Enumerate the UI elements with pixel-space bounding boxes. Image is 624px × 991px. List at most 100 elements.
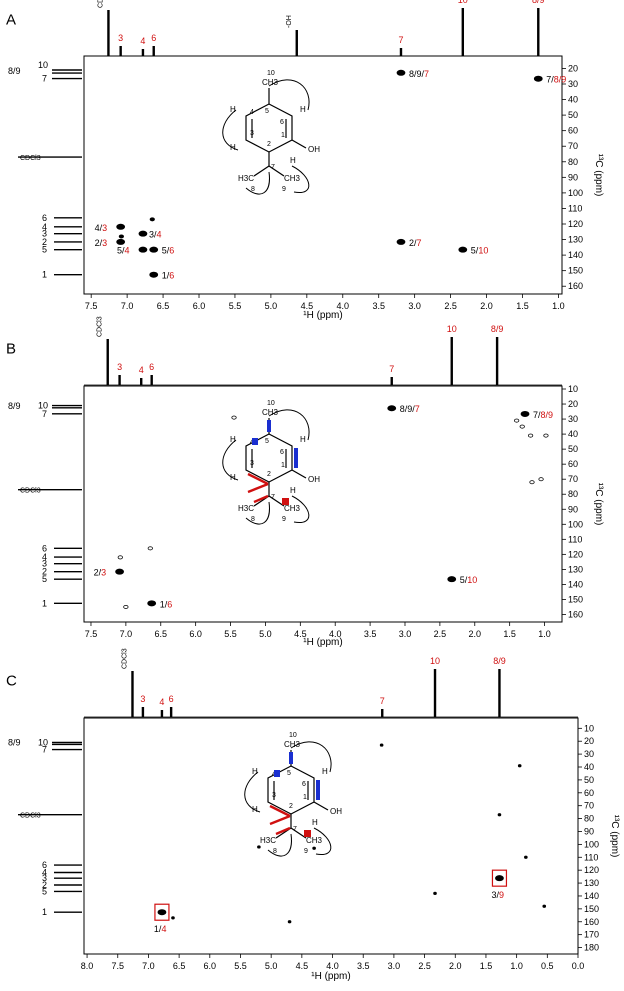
correlation-arrow: [267, 833, 292, 857]
x-tick-label: 4.0: [329, 629, 342, 639]
y-tick-label: 130: [568, 564, 583, 574]
structure-label: 6: [280, 119, 284, 126]
y-tick-label: 130: [568, 235, 583, 245]
projection-peak: [498, 669, 501, 717]
x-tick-label: 3.0: [388, 961, 401, 971]
projection-13c-label: 7: [42, 74, 47, 84]
y-tick-label: 40: [568, 429, 578, 439]
y-tick-label: 10: [568, 384, 578, 394]
correlation-arrow: [290, 741, 332, 773]
projection-13c-label: 8/9: [8, 66, 21, 76]
crosspeak-label: 5/10: [460, 575, 478, 585]
x-tick-label: 6.5: [155, 629, 168, 639]
y-axis-label: ¹³C (ppm): [593, 154, 604, 197]
projection-peak: [399, 48, 403, 56]
y-tick-label: 120: [568, 549, 583, 559]
x-axis-label: ¹H (ppm): [311, 971, 350, 982]
x-tick-label: 1.0: [510, 961, 523, 971]
blue-correlation-marker: [294, 448, 298, 468]
x-tick-label: 7.5: [111, 961, 124, 971]
structure-label: 2: [289, 803, 293, 810]
structure-label: 2: [267, 141, 271, 148]
projection-peak: [106, 339, 109, 385]
projection-13c-label: 8/9: [8, 401, 21, 411]
structure-label: 1: [281, 132, 285, 139]
x-tick-label: 4.0: [326, 961, 339, 971]
structure-label: 10: [267, 70, 275, 77]
crosspeak-label: 1/6: [160, 599, 173, 609]
y-tick-label: 30: [568, 79, 578, 89]
projection-peak-label: 6: [169, 694, 174, 704]
x-tick-label: 5.0: [259, 629, 272, 639]
y-tick-label: 50: [568, 444, 578, 454]
hydroxyl-bond: [291, 469, 307, 479]
structure-label: 3: [250, 130, 254, 137]
isopropyl-bond: [268, 165, 285, 177]
minor-peak: [118, 234, 124, 239]
projection-peak-label: 4: [140, 36, 145, 46]
x-tick-label: 5.5: [229, 301, 242, 311]
projection-13c-label: 3: [42, 229, 47, 239]
structure-label: 8: [273, 848, 277, 855]
minor-peak: [312, 846, 316, 850]
x-tick-label: 2.0: [480, 301, 493, 311]
structure-label: 10: [289, 732, 297, 739]
correlation-arrow: [222, 439, 239, 481]
projection-peak-label: CDCl3: [97, 0, 104, 8]
minor-peak: [287, 920, 292, 924]
minor-peak: [123, 604, 129, 609]
y-tick-label: 140: [584, 891, 599, 901]
y-tick-label: 20: [568, 63, 578, 73]
hydroxyl-bond: [313, 801, 329, 811]
y-tick-label: 150: [568, 266, 583, 276]
y-tick-label: 90: [568, 172, 578, 182]
x-tick-label: 3.0: [399, 629, 412, 639]
crosspeak: [116, 223, 126, 230]
crosspeak: [387, 405, 397, 412]
y-tick-label: 60: [568, 459, 578, 469]
structure-label: OH: [308, 145, 320, 154]
structure-label: 6: [302, 781, 306, 788]
isopropyl-bond: [268, 495, 285, 507]
crosspeak-label: 8/9/7: [409, 69, 429, 79]
projection-13c-label: 10: [38, 60, 48, 70]
y-tick-label: 60: [584, 788, 594, 798]
crosspeak-label: 2/7: [409, 238, 422, 248]
projection-13c-label: 10: [38, 738, 48, 748]
structure-label: 4: [250, 109, 254, 116]
crosspeak: [149, 246, 159, 253]
structure-label: H: [230, 143, 236, 152]
structure-label: CH3: [284, 504, 301, 513]
projection-peak: [107, 10, 110, 56]
red-correlation-marker: [275, 826, 291, 836]
structure-label: 3: [250, 460, 254, 467]
y-tick-label: 80: [568, 157, 578, 167]
blue-correlation-marker: [316, 780, 320, 800]
projection-13c-label: 8/9: [8, 737, 21, 747]
y-tick-label: 40: [584, 762, 594, 772]
isopropyl-bond: [290, 827, 307, 839]
x-tick-label: 7.5: [85, 301, 98, 311]
panel-c: C 8.0 7.5 7.0 6.5 6.0 5.5 5.0 4.5 4.0 3.5 3.0 2.5 2.0…: [6, 648, 620, 982]
structure-label: H3C: [238, 504, 254, 513]
structure-label: CH3: [262, 78, 279, 87]
projection-peak-label: 3: [117, 362, 122, 372]
crosspeak-label: 7/8/9: [533, 410, 553, 420]
structure-label: 5: [287, 770, 291, 777]
structure-label: OH: [330, 807, 342, 816]
structure-label: 7: [293, 826, 297, 833]
x-tick-label: 2.5: [418, 961, 431, 971]
x-tick-label: 3.5: [372, 301, 385, 311]
minor-peak: [524, 855, 528, 859]
x-tick-label: 1.5: [480, 961, 493, 971]
projection-peak-label: CDCl3: [97, 316, 104, 337]
minor-peak: [529, 480, 535, 485]
y-tick-label: 100: [568, 519, 583, 529]
minor-peak: [514, 418, 520, 423]
crosspeak-label: 5/10: [471, 246, 489, 256]
structure-label: H: [290, 156, 296, 165]
x-tick-label: 8.0: [81, 961, 94, 971]
crosspeak-label: 7/8/9: [546, 75, 566, 85]
minor-peak: [527, 433, 534, 438]
projection-peak: [461, 8, 465, 56]
